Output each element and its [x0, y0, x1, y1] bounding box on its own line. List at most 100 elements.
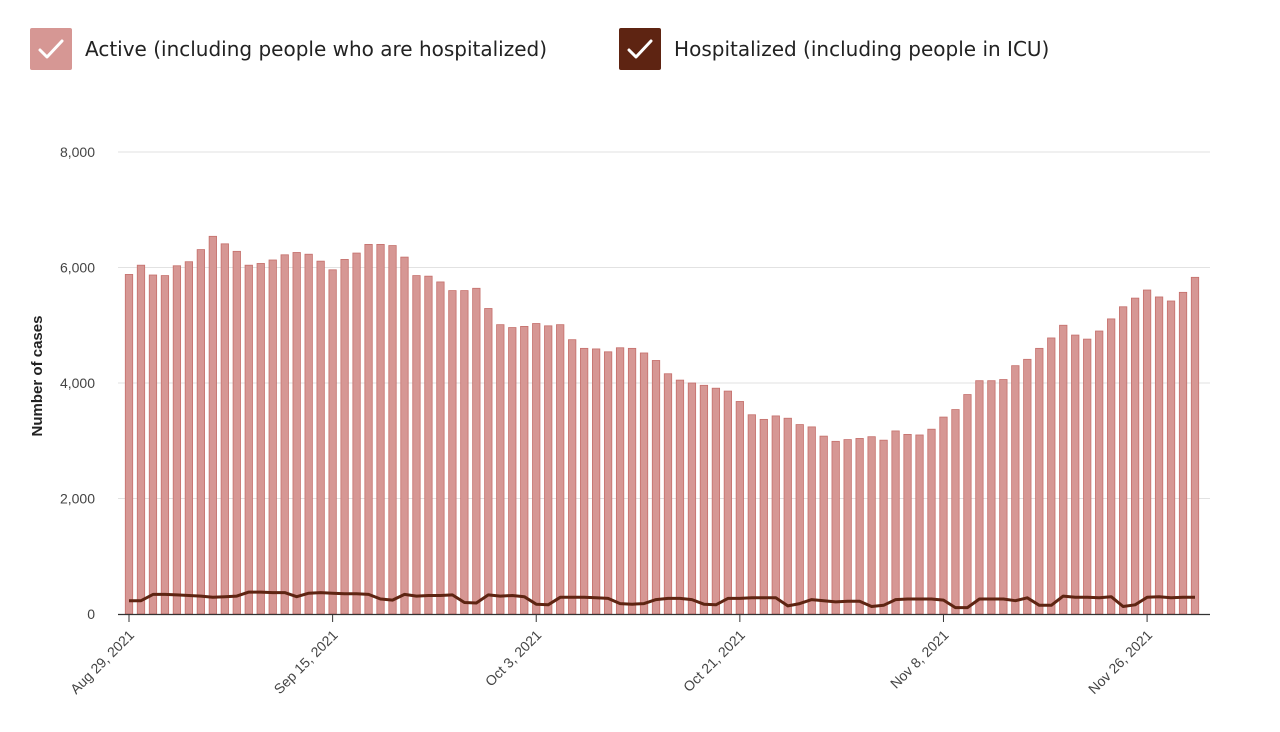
active-bar[interactable]: [280, 254, 289, 615]
active-bar[interactable]: [1154, 296, 1164, 615]
active-bar[interactable]: [148, 274, 158, 615]
active-bar[interactable]: [532, 323, 541, 615]
active-bar[interactable]: [1095, 330, 1104, 615]
active-bar[interactable]: [208, 235, 217, 615]
active-bar[interactable]: [424, 275, 433, 615]
active-bar[interactable]: [1035, 347, 1044, 615]
active-bar[interactable]: [795, 424, 804, 615]
active-bar[interactable]: [663, 373, 673, 615]
active-bar[interactable]: [831, 440, 840, 615]
active-bar[interactable]: [400, 256, 409, 615]
active-bar[interactable]: [196, 249, 205, 615]
active-bar[interactable]: [328, 269, 337, 615]
active-bar[interactable]: [699, 384, 709, 615]
active-bar[interactable]: [340, 259, 349, 615]
active-bar[interactable]: [675, 379, 685, 615]
active-bar[interactable]: [352, 252, 361, 615]
active-bar[interactable]: [268, 259, 277, 615]
y-tick-label: 4,000: [60, 375, 95, 391]
active-bar[interactable]: [1107, 318, 1116, 615]
active-bar[interactable]: [1011, 365, 1020, 615]
active-bar[interactable]: [783, 417, 792, 615]
active-bar[interactable]: [316, 260, 325, 615]
active-bar[interactable]: [615, 347, 625, 615]
active-bar[interactable]: [376, 243, 385, 615]
active-bar[interactable]: [603, 351, 613, 615]
active-bar[interactable]: [1071, 334, 1080, 615]
active-bar[interactable]: [472, 287, 481, 615]
active-bar[interactable]: [388, 245, 397, 615]
active-bar[interactable]: [747, 414, 756, 615]
active-bar[interactable]: [999, 379, 1008, 615]
active-bar[interactable]: [220, 243, 229, 615]
active-bar[interactable]: [556, 324, 565, 615]
active-bar[interactable]: [891, 430, 900, 615]
active-bar[interactable]: [975, 380, 984, 615]
active-bar[interactable]: [651, 360, 661, 615]
active-bar[interactable]: [544, 325, 553, 615]
active-bar[interactable]: [172, 265, 182, 615]
active-bar[interactable]: [232, 250, 241, 615]
active-bar[interactable]: [484, 308, 493, 615]
active-bar[interactable]: [1178, 291, 1188, 615]
active-bar[interactable]: [723, 390, 732, 615]
active-bar[interactable]: [1142, 289, 1152, 615]
legend-item-hospitalized[interactable]: Hospitalized (including people in ICU): [619, 28, 1049, 70]
active-bar[interactable]: [436, 281, 445, 615]
active-bar[interactable]: [1190, 276, 1200, 615]
y-tick-label: 6,000: [60, 260, 95, 276]
active-bar[interactable]: [879, 439, 888, 615]
active-bar[interactable]: [448, 290, 457, 615]
active-bar[interactable]: [1047, 337, 1056, 615]
active-bar[interactable]: [867, 436, 876, 615]
active-bar[interactable]: [1083, 338, 1092, 615]
active-bar[interactable]: [160, 275, 170, 615]
active-bar[interactable]: [184, 261, 194, 615]
hospitalized-line[interactable]: [129, 590, 1195, 610]
active-bar[interactable]: [124, 274, 134, 615]
active-bar[interactable]: [807, 426, 816, 615]
y-tick-label: 8,000: [60, 144, 95, 160]
active-bar[interactable]: [903, 433, 912, 615]
legend-item-active[interactable]: Active (including people who are hospita…: [30, 28, 547, 70]
active-bar[interactable]: [256, 263, 265, 615]
active-bar[interactable]: [1130, 297, 1140, 615]
active-bar[interactable]: [1166, 300, 1176, 615]
active-bar[interactable]: [1023, 358, 1032, 615]
active-bar[interactable]: [580, 347, 589, 615]
active-bar[interactable]: [963, 394, 972, 615]
legend-swatch-hospitalized[interactable]: [619, 28, 662, 70]
active-bar[interactable]: [927, 428, 936, 615]
active-bar[interactable]: [292, 252, 301, 615]
active-bar[interactable]: [304, 253, 313, 615]
active-bar[interactable]: [136, 264, 146, 615]
active-bar[interactable]: [735, 401, 744, 615]
active-bar[interactable]: [508, 327, 517, 615]
active-bar[interactable]: [627, 347, 637, 615]
active-bar[interactable]: [520, 326, 529, 615]
checkmark-icon: [38, 39, 64, 59]
active-bar[interactable]: [1059, 324, 1068, 615]
active-bar[interactable]: [855, 438, 864, 615]
active-bar[interactable]: [412, 275, 421, 615]
legend-swatch-active[interactable]: [30, 28, 72, 70]
active-bar[interactable]: [639, 352, 649, 615]
active-bar[interactable]: [592, 348, 601, 615]
active-bar[interactable]: [687, 382, 697, 615]
active-bar[interactable]: [759, 418, 768, 615]
active-bar[interactable]: [364, 243, 373, 615]
active-bar[interactable]: [819, 435, 828, 615]
active-bar[interactable]: [951, 409, 960, 615]
active-bar[interactable]: [1119, 306, 1128, 615]
active-bar[interactable]: [771, 415, 780, 615]
active-bar[interactable]: [843, 439, 852, 615]
active-bar[interactable]: [987, 380, 996, 615]
active-bar[interactable]: [711, 387, 721, 615]
active-bar[interactable]: [568, 339, 577, 615]
active-bar[interactable]: [939, 416, 948, 615]
active-bar[interactable]: [460, 290, 469, 615]
active-bar[interactable]: [496, 324, 505, 615]
active-bar[interactable]: [915, 434, 924, 615]
x-tick-label: Nov 8, 2021: [887, 627, 952, 692]
active-bar[interactable]: [244, 264, 253, 615]
